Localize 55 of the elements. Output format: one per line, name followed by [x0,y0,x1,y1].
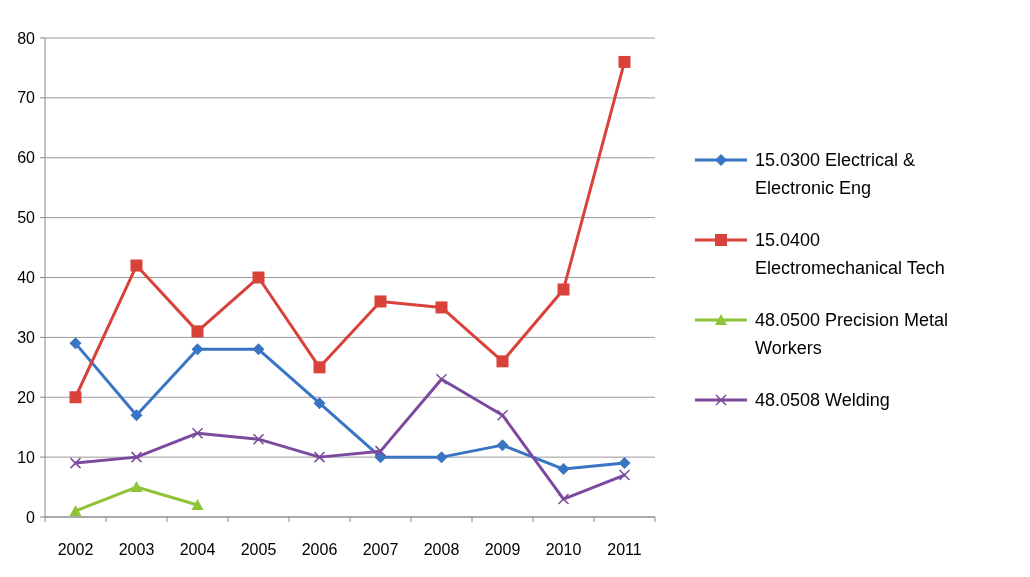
point [313,361,326,374]
point [618,55,631,68]
x-tick-label: 2004 [179,541,216,558]
point [130,481,143,493]
point [69,391,82,404]
point [252,271,265,284]
point [496,355,509,368]
point [191,427,204,439]
x-tick-label: 2011 [607,541,642,558]
point [557,493,570,505]
point [191,325,204,338]
legend-label: 48.0508 Welding [755,390,890,410]
point [313,451,326,463]
y-tick-label: 80 [17,29,36,47]
point [496,439,509,452]
x-tick-label: 2006 [301,541,338,558]
point [191,499,204,511]
point [69,505,82,517]
x-tick-label: 2005 [240,541,277,558]
x-tick-label: 2007 [362,541,399,558]
point [130,409,143,422]
x-tick-label: 2008 [423,541,460,558]
point [557,463,570,476]
point [313,397,326,410]
point [252,433,265,445]
point [374,295,387,308]
point [435,373,448,386]
x-tick-label: 2003 [118,541,155,558]
point [69,337,82,350]
y-tick-label: 30 [17,328,36,346]
point [130,259,143,272]
point [618,469,631,481]
x-tick-label: 2010 [545,541,582,558]
point [496,409,509,421]
point [557,283,570,296]
point [435,301,448,314]
legend-label: 48.0500 Precision Metal Workers [755,310,949,358]
point [435,451,448,464]
point [69,457,82,469]
y-tick-label: 40 [17,269,36,287]
y-tick-label: 10 [17,448,36,466]
x-tick-label: 2009 [484,541,521,558]
legend-label: 15.0400 Electromechanical Tech [755,230,945,278]
y-tick-label: 50 [17,209,36,227]
point [618,457,631,470]
legend-label: 15.0300 Electrical & Electronic Eng [755,150,916,198]
point [130,451,143,463]
y-tick-label: 0 [26,508,36,526]
x-tick-label: 2002 [57,541,94,558]
y-tick-label: 20 [17,388,36,406]
point [374,445,387,457]
y-tick-label: 70 [17,89,36,107]
point [191,343,204,356]
y-tick-label: 60 [17,149,36,167]
point [252,343,265,356]
